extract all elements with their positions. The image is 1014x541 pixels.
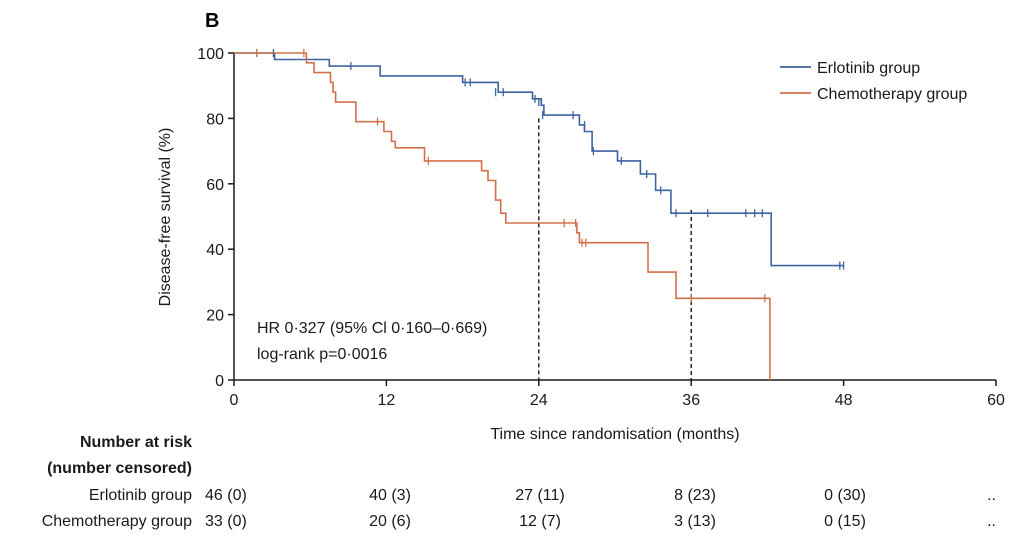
risk-value: 0 (30): [824, 487, 866, 504]
panel-label: B: [205, 10, 219, 32]
risk-value: 27 (11): [515, 487, 565, 504]
x-axis-ticks: 0 12 24 36 48 60: [230, 380, 1005, 409]
log-rank-annotation: log-rank p=0·0016: [257, 346, 387, 363]
risk-value: 40 (3): [369, 487, 411, 504]
y-axis-title: Disease-free survival (%): [157, 128, 174, 307]
risk-value: 12 (7): [519, 513, 561, 530]
x-tick-label: 48: [835, 392, 853, 409]
risk-value: 8 (23): [674, 487, 716, 504]
risk-value: 0 (15): [824, 513, 866, 530]
x-tick-label: 12: [378, 392, 396, 409]
risk-value: 3 (13): [674, 513, 716, 530]
reference-lines: [538, 118, 692, 380]
chemotherapy-survival-curve: [234, 52, 771, 380]
erlotinib-survival-curve: [234, 52, 844, 267]
y-tick-label: 100: [197, 46, 224, 63]
risk-value: 20 (6): [369, 513, 411, 530]
risk-table-rows: Erlotinib group 46 (0) 40 (3) 27 (11) 8 (23)…: [42, 487, 996, 530]
risk-value: 46 (0): [205, 487, 247, 504]
risk-value: ..: [987, 487, 996, 504]
risk-value: 33 (0): [205, 513, 247, 530]
legend: Erlotinib group Chemotherapy group: [780, 60, 967, 103]
risk-row-label: Chemotherapy group: [42, 513, 192, 530]
x-tick-label: 24: [530, 392, 548, 409]
risk-table-header-line2: (number censored): [47, 460, 192, 477]
x-axis-title: Time since randomisation (months): [490, 426, 739, 443]
legend-chemotherapy-label: Chemotherapy group: [817, 86, 967, 103]
y-tick-label: 80: [206, 111, 224, 128]
y-tick-label: 40: [206, 242, 224, 259]
survival-curves: [234, 49, 845, 380]
risk-table-header-line1: Number at risk: [80, 434, 192, 451]
y-tick-label: 0: [215, 373, 224, 390]
x-tick-label: 60: [987, 392, 1005, 409]
y-tick-label: 60: [206, 177, 224, 194]
y-axis-ticks: 0 20 40 60 80 100: [197, 46, 234, 390]
x-tick-label: 0: [230, 392, 239, 409]
x-tick-label: 36: [682, 392, 700, 409]
legend-erlotinib-label: Erlotinib group: [817, 60, 920, 77]
y-tick-label: 20: [206, 308, 224, 325]
risk-row-label: Erlotinib group: [89, 487, 192, 504]
risk-value: ..: [987, 513, 996, 530]
risk-table: Number at risk (number censored) Erlotin…: [42, 434, 996, 530]
hazard-ratio-annotation: HR 0·327 (95% Cl 0·160–0·669): [257, 320, 487, 337]
